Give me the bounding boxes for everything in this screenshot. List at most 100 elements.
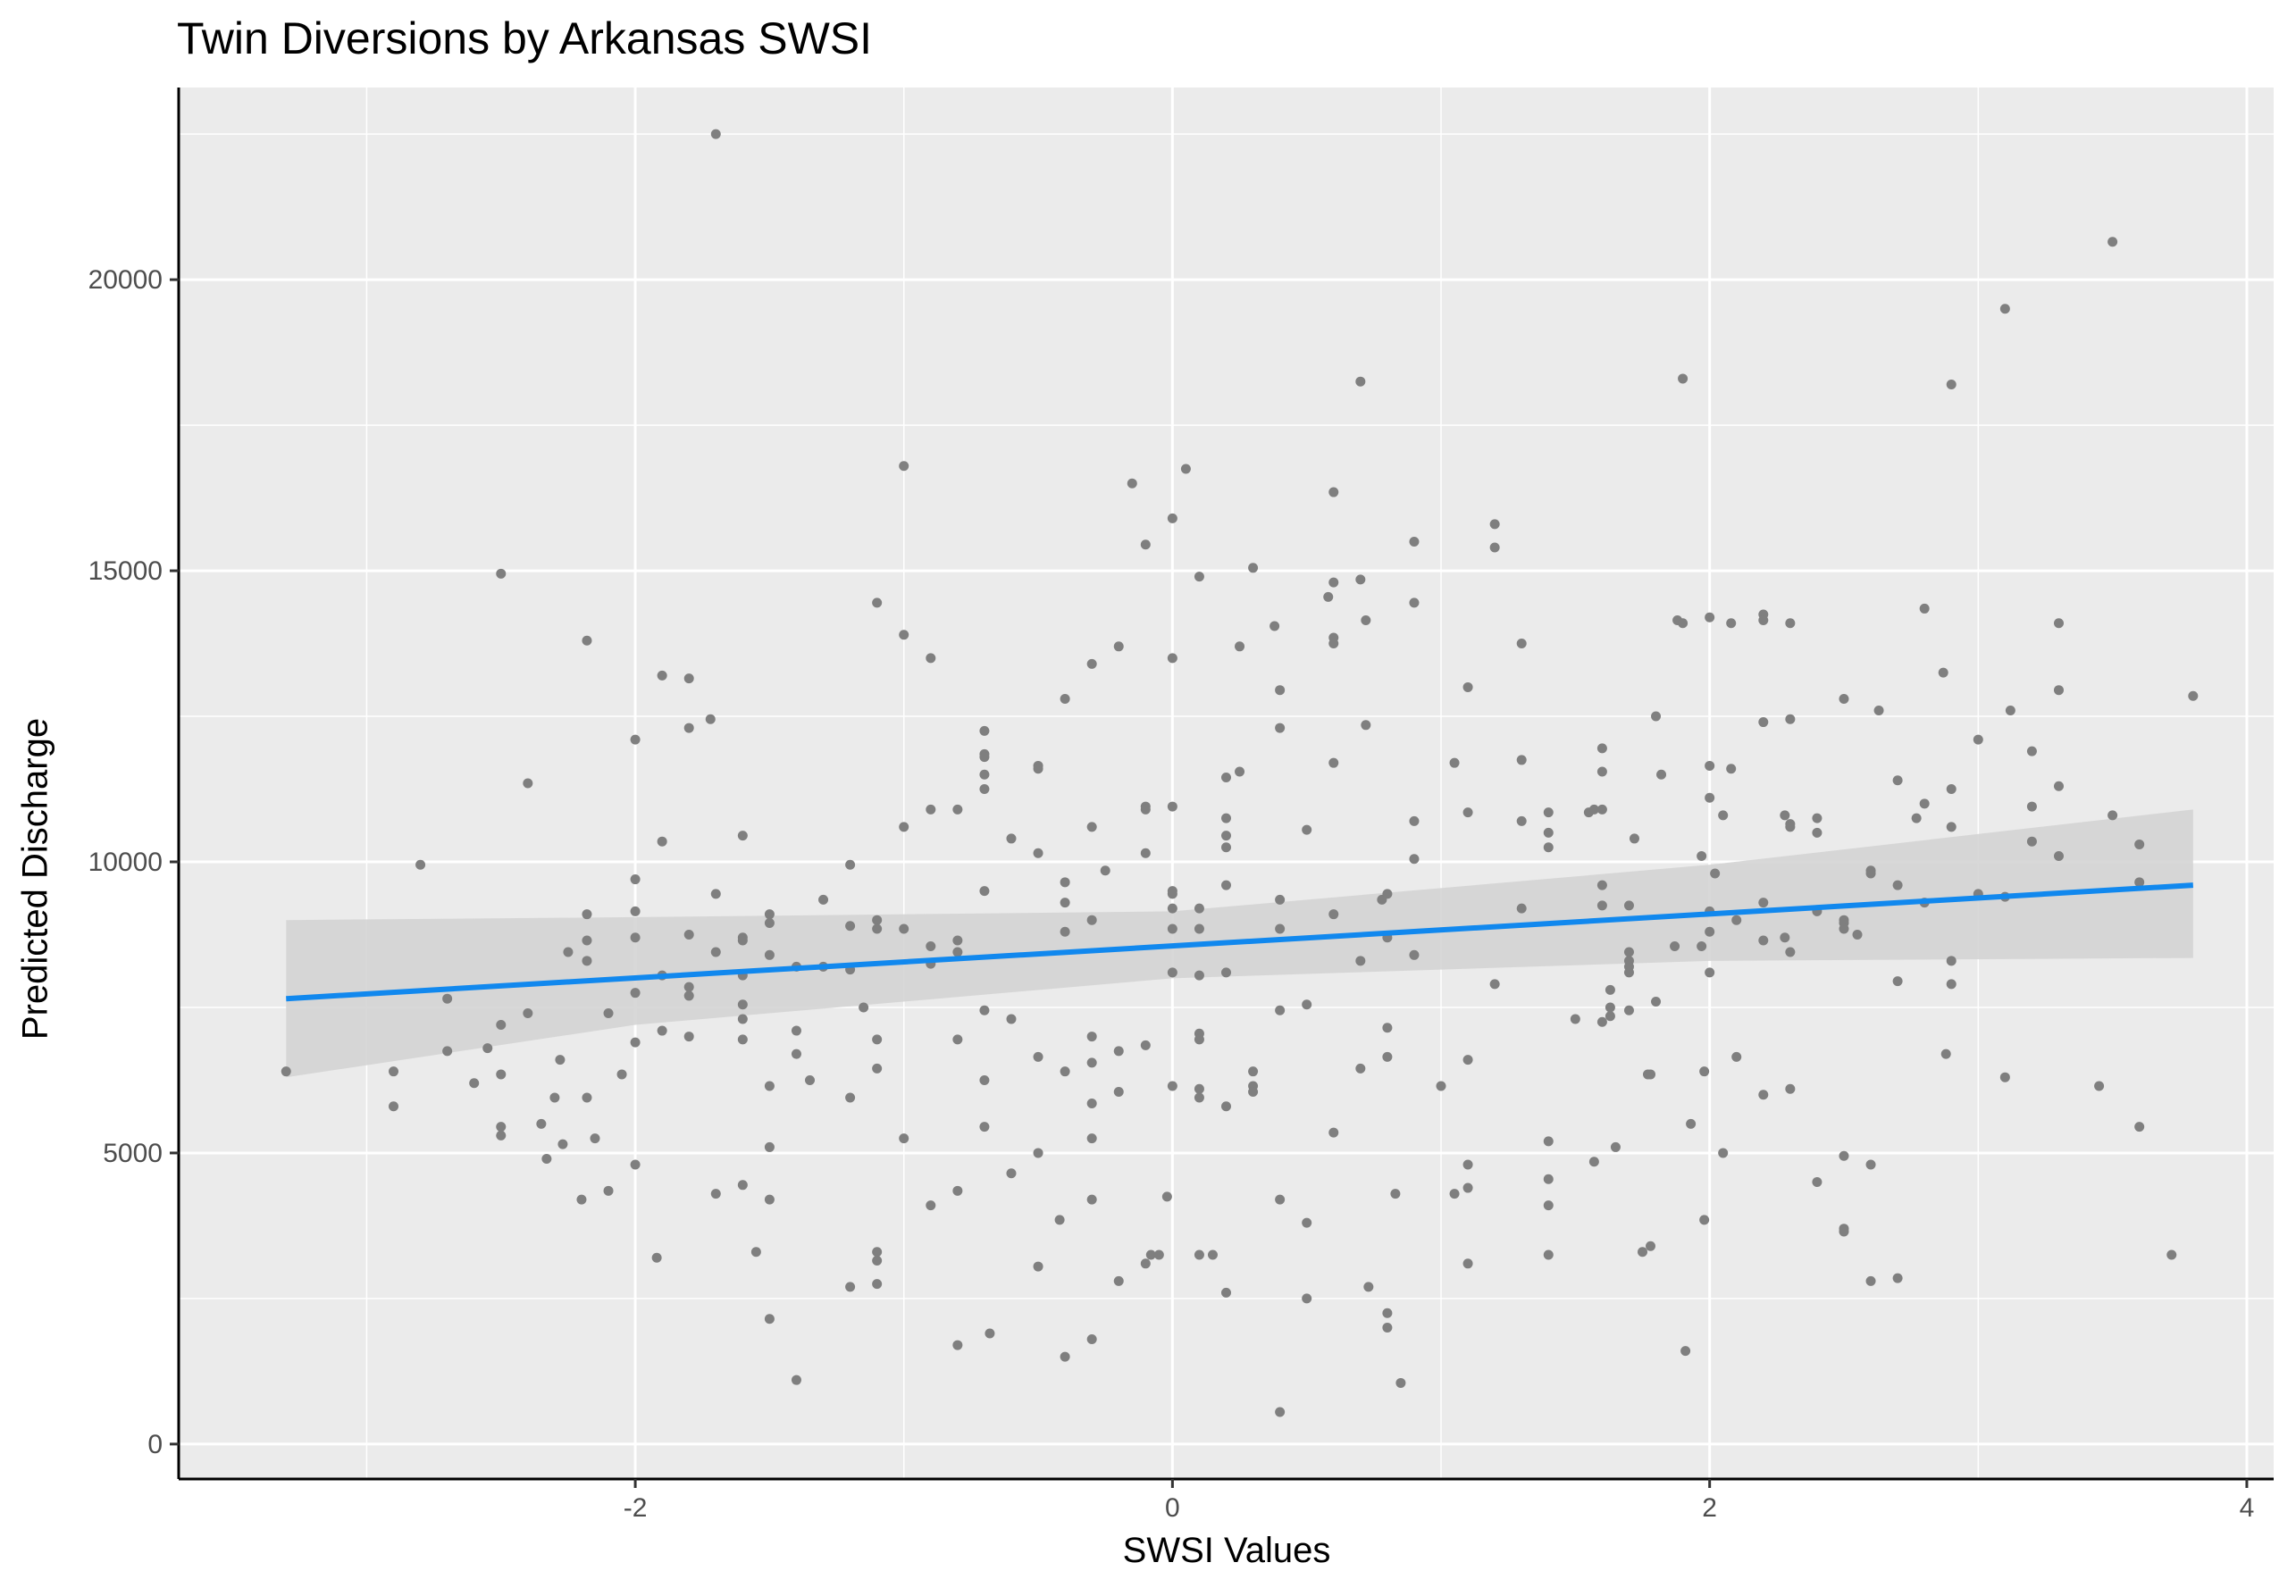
data-point <box>1006 1014 1017 1024</box>
data-point <box>872 1247 883 1258</box>
data-point <box>1865 1275 1876 1286</box>
data-point <box>1946 979 1957 990</box>
data-point <box>1060 877 1070 888</box>
data-point <box>2166 1249 2177 1260</box>
data-point <box>1194 970 1204 981</box>
data-point <box>1892 976 1903 987</box>
data-point <box>469 1078 480 1089</box>
data-point <box>1140 1040 1151 1050</box>
data-point <box>952 804 963 815</box>
data-point <box>1194 1249 1204 1260</box>
data-point <box>630 874 641 885</box>
data-point <box>1489 519 1500 530</box>
data-point <box>1610 1141 1621 1152</box>
data-point <box>764 1314 775 1324</box>
data-point <box>1605 984 1615 995</box>
data-point <box>1060 1066 1070 1077</box>
data-point <box>1127 478 1137 489</box>
data-point <box>1873 706 1884 716</box>
data-point <box>1275 923 1286 934</box>
data-point <box>979 769 990 780</box>
data-point <box>1033 1148 1043 1158</box>
data-point <box>582 1092 592 1103</box>
data-point <box>872 1034 883 1045</box>
data-point <box>764 917 775 928</box>
data-point <box>845 1282 856 1292</box>
data-point <box>1113 1275 1124 1286</box>
data-point <box>737 831 748 841</box>
data-point <box>872 1063 883 1074</box>
data-point <box>1328 577 1339 588</box>
data-point <box>899 923 909 934</box>
data-point <box>496 1130 507 1141</box>
data-point <box>657 1025 667 1036</box>
fit-line-layer <box>286 882 2193 1002</box>
data-point <box>683 673 694 684</box>
data-point <box>2107 237 2118 247</box>
data-point <box>1758 614 1769 625</box>
data-point <box>1718 1148 1729 1158</box>
data-point <box>1409 949 1420 960</box>
data-point <box>1651 711 1662 722</box>
data-point <box>926 1200 936 1211</box>
data-point <box>1355 376 1366 387</box>
data-point <box>1758 898 1769 908</box>
data-point <box>1697 850 1707 861</box>
data-point <box>1940 1049 1951 1059</box>
data-point <box>1731 1051 1742 1062</box>
data-point <box>952 1185 963 1196</box>
data-point <box>1395 1377 1406 1388</box>
data-point <box>1758 1090 1769 1100</box>
data-point <box>1656 769 1667 780</box>
data-point <box>1100 865 1110 876</box>
data-point <box>1938 667 1948 678</box>
data-point <box>1275 1194 1286 1205</box>
data-point <box>603 1007 614 1018</box>
data-point <box>2107 810 2118 821</box>
data-point <box>1892 775 1903 786</box>
data-point <box>764 1194 775 1205</box>
data-point <box>1033 1261 1043 1272</box>
data-point <box>1140 804 1151 815</box>
data-point <box>1086 1057 1097 1068</box>
data-point <box>1409 815 1420 826</box>
data-point <box>496 1069 507 1080</box>
data-point <box>791 1049 801 1059</box>
data-point <box>2134 877 2145 888</box>
data-point <box>1462 1055 1473 1065</box>
data-point <box>1248 1086 1259 1097</box>
data-point <box>1543 1200 1554 1211</box>
data-point <box>1086 1194 1097 1205</box>
data-point <box>603 1185 614 1196</box>
data-point <box>1382 1323 1393 1333</box>
data-point <box>1726 764 1737 774</box>
fit-line <box>286 882 2193 1002</box>
data-point <box>1999 304 2010 314</box>
data-point <box>1033 764 1043 774</box>
data-point <box>2094 1081 2105 1091</box>
data-point <box>1785 714 1796 724</box>
data-point <box>1275 685 1286 696</box>
data-point <box>979 886 990 897</box>
data-point <box>630 932 641 943</box>
data-point <box>1785 1083 1796 1094</box>
data-point <box>1235 766 1245 777</box>
data-point <box>737 999 748 1010</box>
data-point <box>1785 618 1796 629</box>
data-point <box>1780 810 1790 821</box>
data-point <box>1382 1051 1393 1062</box>
data-point <box>2026 836 2037 847</box>
data-point <box>1812 813 1823 823</box>
data-point <box>582 909 592 920</box>
data-point <box>805 1074 816 1085</box>
data-point <box>1637 1247 1647 1258</box>
data-point <box>683 1032 694 1042</box>
data-point <box>1462 1258 1473 1269</box>
data-point <box>549 1092 560 1103</box>
data-point <box>1758 935 1769 946</box>
data-point <box>616 1069 627 1080</box>
data-point <box>764 1081 775 1091</box>
data-point <box>1270 621 1280 631</box>
data-point <box>1623 1005 1634 1015</box>
data-point <box>2053 781 2064 791</box>
